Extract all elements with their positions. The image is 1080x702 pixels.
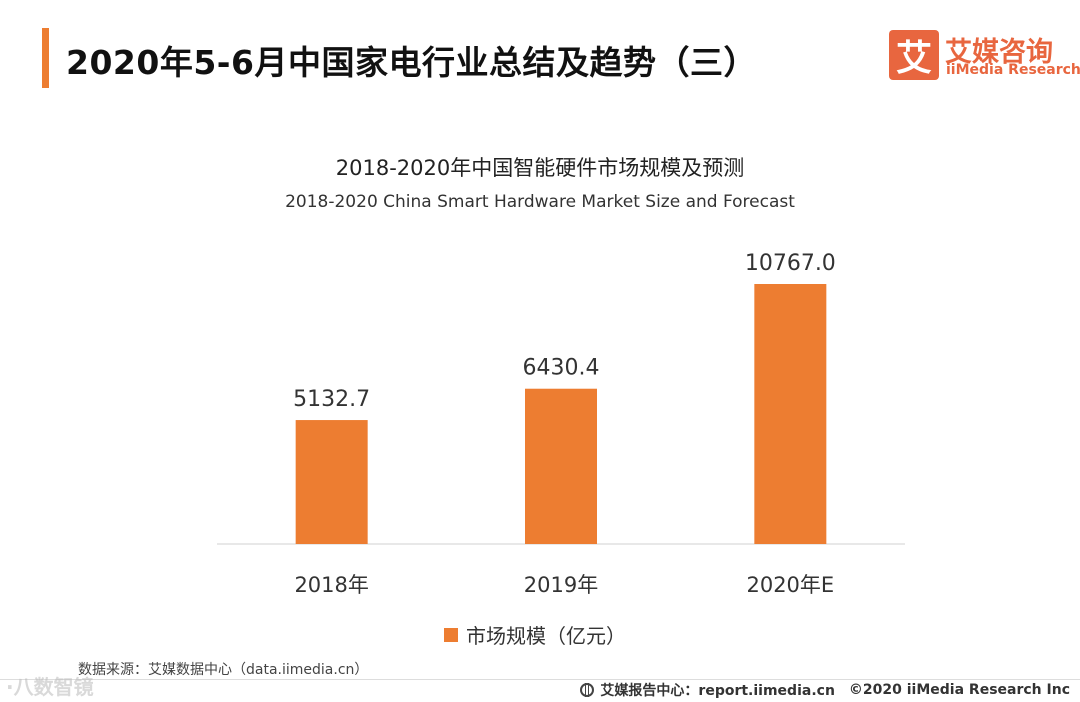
report-center-link[interactable]: 艾媒报告中心：report.iimedia.cn (600, 683, 835, 699)
bar-0 (295, 420, 368, 544)
logo-name-en: iiMedia Research (946, 62, 1080, 78)
x-tick-label-0: 2018年 (294, 573, 368, 597)
data-label-0: 5132.7 (293, 387, 370, 412)
legend-label: 市场规模（亿元） (466, 624, 626, 648)
bar-2 (754, 284, 827, 544)
iimedia-logo: 艾 艾媒咨询 iiMedia Research (889, 30, 1080, 82)
copyright: ©2020 iiMedia Research Inc (848, 682, 1070, 698)
bar-1 (525, 388, 597, 544)
title-accent-bar (42, 28, 49, 88)
watermark: ·八数智镜 (6, 675, 94, 699)
footer: 艾媒报告中心：report.iimedia.cn ©2020 iiMedia R… (580, 680, 1070, 700)
globe-icon (580, 683, 595, 697)
logo-mark-icon: 艾 (889, 30, 939, 80)
page-title: 2020年5-6月中国家电行业总结及趋势（三） (66, 43, 757, 82)
x-tick-label-1: 2019年 (524, 573, 598, 597)
chart-title: 2018-2020年中国智能硬件市场规模及预测 (335, 156, 745, 180)
x-tick-label-2: 2020年E (746, 573, 834, 597)
chart-legend: 市场规模（亿元） (0, 620, 1080, 649)
legend-swatch (444, 627, 458, 642)
footer-divider (0, 679, 1080, 680)
logo-name-cn: 艾媒咨询 (945, 37, 1053, 68)
data-label-1: 6430.4 (523, 356, 600, 381)
data-label-2: 10767.0 (745, 251, 836, 276)
chart-subtitle: 2018-2020 China Smart Hardware Market Si… (285, 192, 795, 212)
data-source: 数据来源：艾媒数据中心（data.iimedia.cn） (78, 662, 369, 678)
